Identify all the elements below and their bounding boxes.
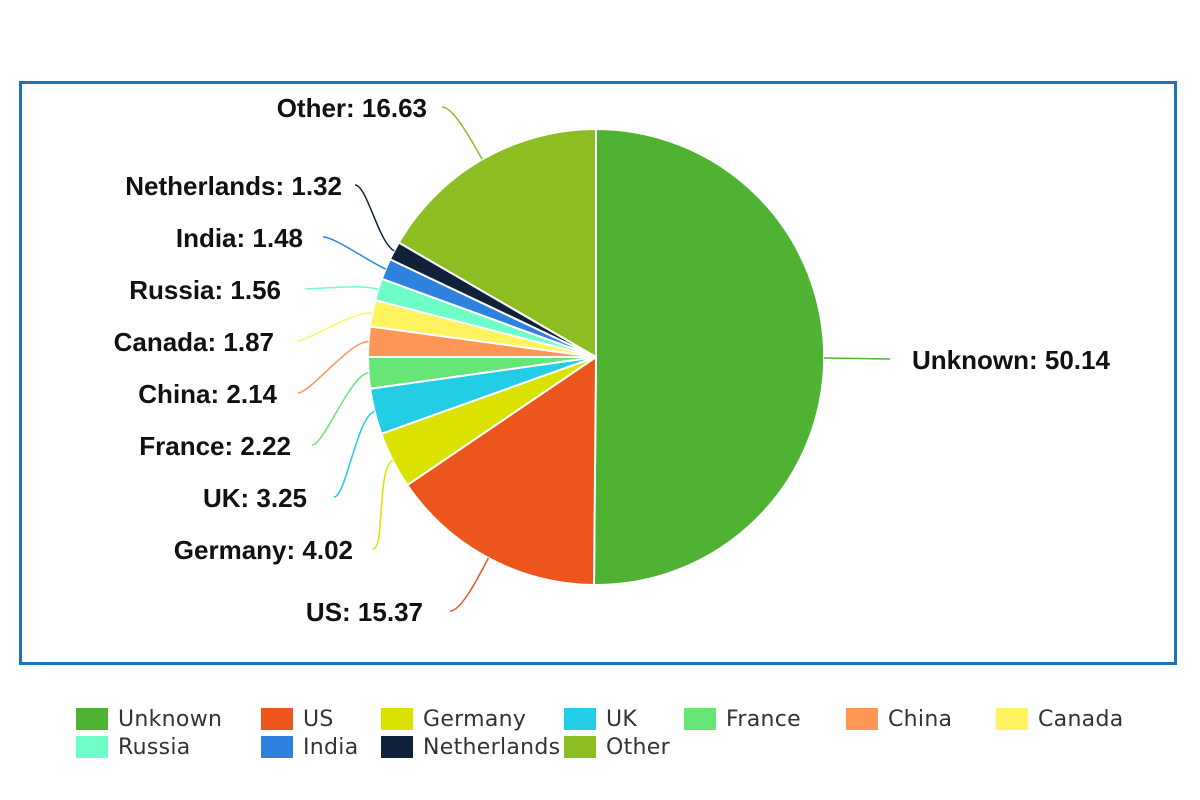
slice-label-france: France: 2.22 [139, 431, 291, 461]
legend-label: Other [606, 734, 670, 760]
leader-line-uk [333, 410, 375, 498]
leader-line-canada [296, 312, 373, 342]
pie-slice-other[interactable] [397, 128, 597, 358]
legend-swatch [261, 736, 293, 758]
leader-line-unknown [823, 357, 891, 360]
slice-label-unknown: Unknown: 50.14 [912, 345, 1110, 375]
legend-label: US [303, 706, 334, 732]
slice-label-netherlands: Netherlands: 1.32 [125, 171, 342, 201]
legend-item-uk[interactable]: UK [564, 706, 637, 732]
slice-label-us: US: 15.37 [306, 597, 423, 627]
legend-swatch [76, 736, 108, 758]
pie-slice-unknown[interactable] [592, 128, 826, 586]
legend-swatch [684, 708, 716, 730]
legend-item-netherlands[interactable]: Netherlands [381, 734, 560, 760]
slice-label-canada: Canada: 1.87 [114, 327, 274, 357]
slice-label-russia: Russia: 1.56 [129, 275, 281, 305]
slice-label-china: China: 2.14 [138, 379, 277, 409]
legend-swatch [381, 736, 413, 758]
slice-label-uk: UK: 3.25 [203, 483, 307, 513]
legend-label: Netherlands [423, 734, 561, 760]
legend-item-france[interactable]: France [684, 706, 801, 732]
legend-swatch [996, 708, 1028, 730]
slice-label-india: India: 1.48 [176, 223, 303, 253]
legend-swatch [846, 708, 878, 730]
legend-item-germany[interactable]: Germany [381, 706, 526, 732]
leader-line-france [311, 372, 369, 446]
legend-label: China [888, 706, 953, 732]
legend-label: Canada [1038, 706, 1124, 732]
legend-item-india[interactable]: India [261, 734, 359, 760]
legend-label: Germany [423, 706, 527, 732]
legend-swatch [76, 708, 108, 730]
leader-line-netherlands [354, 184, 395, 252]
legend-label: Russia [118, 734, 191, 760]
leader-line-china [297, 340, 369, 394]
slice-labels: Unknown: 50.14 US: 15.37 Germany: 4.02 UK: … [114, 93, 1111, 627]
leader-lines [296, 106, 891, 612]
legend-item-other[interactable]: Other [564, 734, 670, 760]
slice-label-other: Other: 16.63 [277, 93, 427, 123]
leader-line-other [441, 106, 483, 160]
legend-label: Unknown [118, 706, 223, 732]
legend-item-russia[interactable]: Russia [76, 734, 191, 760]
leader-line-india [322, 236, 386, 270]
leader-line-us [449, 557, 490, 612]
legend-swatch [261, 708, 293, 730]
leader-line-germany [372, 459, 394, 550]
slice-label-germany: Germany: 4.02 [174, 535, 353, 565]
legend-label: France [726, 706, 801, 732]
leader-line-russia [304, 286, 379, 291]
legend-label: India [303, 734, 359, 760]
legend-swatch [381, 708, 413, 730]
legend-label: UK [606, 706, 638, 732]
pie-slices [366, 128, 826, 586]
legend-item-us[interactable]: US [261, 706, 334, 732]
legend: Unknown US Germany UK France China Canada Russi… [76, 706, 1176, 766]
legend-item-canada[interactable]: Canada [996, 706, 1124, 732]
legend-swatch [564, 708, 596, 730]
legend-item-unknown[interactable]: Unknown [76, 706, 222, 732]
legend-item-china[interactable]: China [846, 706, 952, 732]
legend-swatch [564, 736, 596, 758]
